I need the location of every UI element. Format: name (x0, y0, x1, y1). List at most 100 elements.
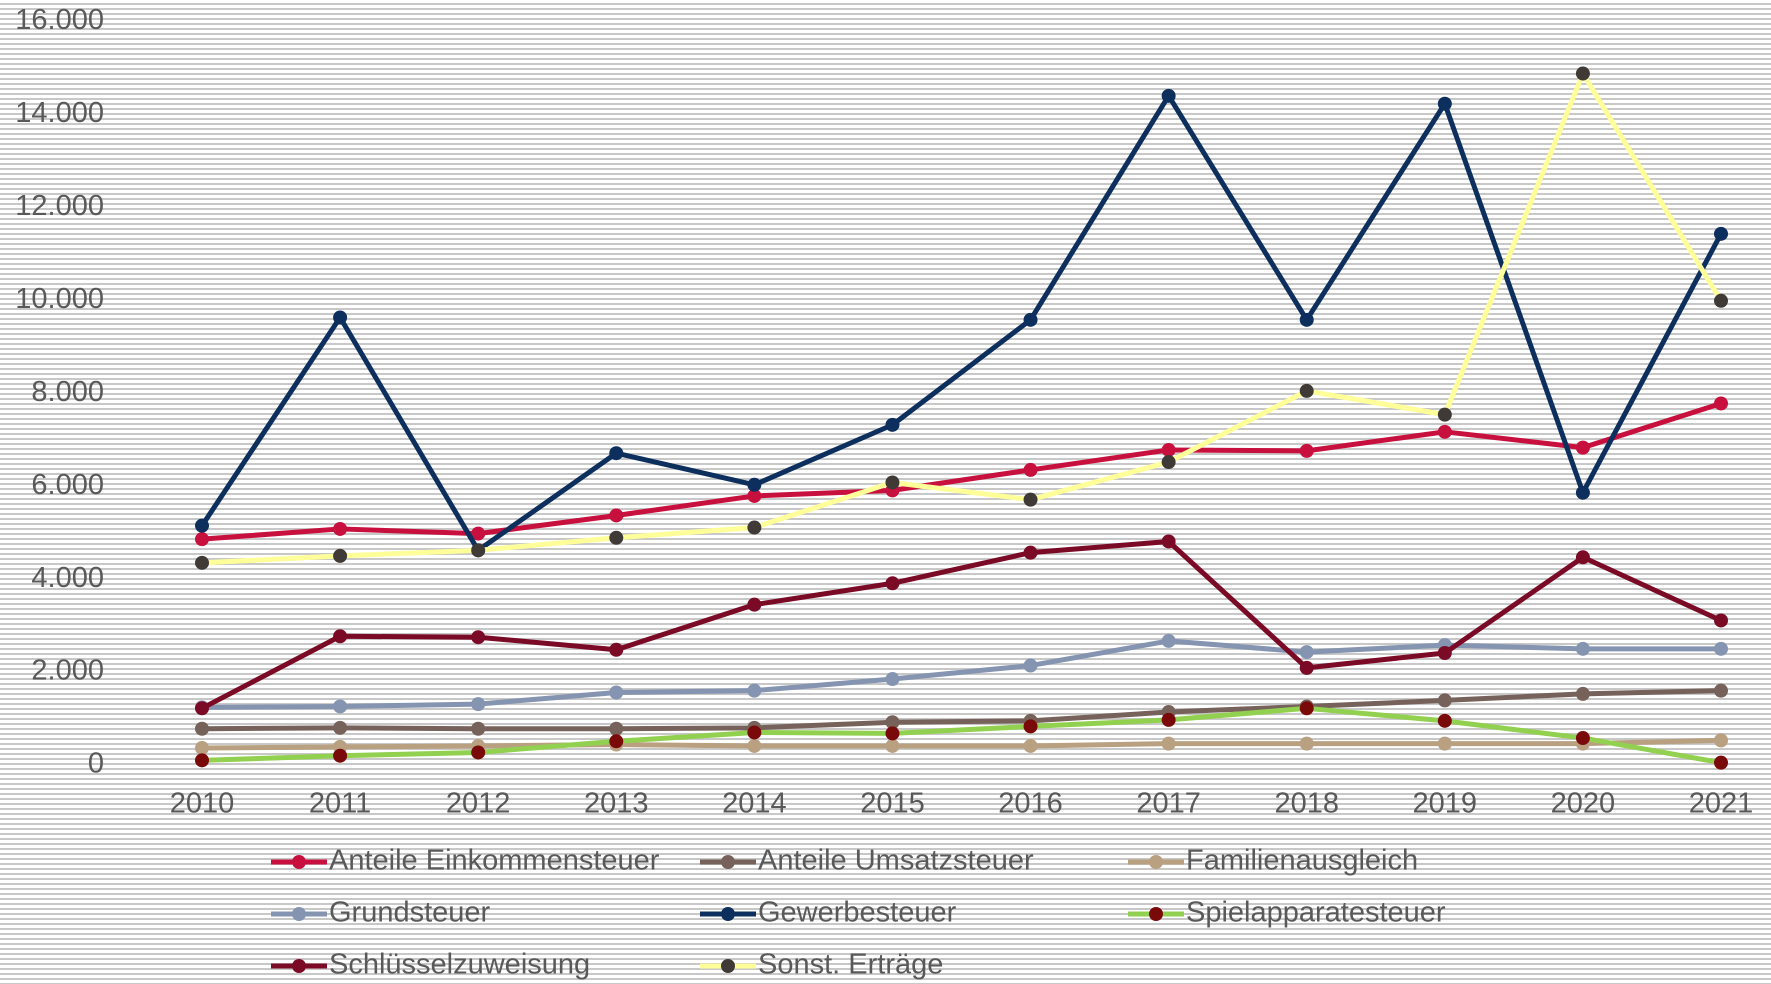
y-tick-label: 2.000 (31, 655, 104, 687)
point (1161, 88, 1176, 103)
point (1299, 645, 1314, 660)
y-tick-label: 8.000 (31, 376, 104, 408)
point (1299, 701, 1314, 716)
point (1161, 534, 1176, 549)
point (1714, 755, 1728, 770)
y-tick-label: 4.000 (31, 562, 104, 594)
series-line (201, 705, 1722, 766)
series-line (201, 71, 1724, 566)
y-tick-label: 12.000 (15, 190, 104, 222)
point (1299, 443, 1314, 458)
point (747, 520, 762, 535)
point (1023, 738, 1038, 753)
legend-marker (721, 907, 735, 921)
point (747, 683, 762, 698)
point (1575, 731, 1590, 746)
point (885, 715, 900, 730)
point (747, 488, 762, 503)
point (333, 748, 348, 763)
point (471, 526, 486, 541)
point (471, 697, 486, 712)
legend-marker (721, 855, 735, 869)
point (333, 548, 348, 563)
legend-marker (292, 855, 306, 869)
point (885, 672, 900, 687)
point (471, 543, 486, 558)
point (1575, 550, 1590, 565)
point (1023, 545, 1038, 560)
legend-label: Grundsteuer (329, 897, 491, 929)
legend-label: Anteile Umsatzsteuer (758, 845, 1034, 877)
point (1437, 736, 1452, 751)
point (1437, 713, 1452, 728)
point (1161, 442, 1176, 457)
point (1575, 641, 1590, 656)
point (1714, 226, 1728, 241)
x-tick-label: 2010 (170, 788, 235, 820)
point (609, 530, 624, 545)
point (333, 521, 348, 536)
point (747, 597, 762, 612)
point (333, 699, 348, 714)
point (1575, 686, 1590, 701)
x-tick-label: 2011 (309, 788, 371, 820)
legend-label: Sonst. Erträge (758, 949, 943, 981)
point (1714, 683, 1728, 698)
point (1161, 736, 1176, 751)
x-tick-label: 2019 (1413, 788, 1478, 820)
point (609, 642, 624, 657)
point (1023, 492, 1038, 507)
point (195, 701, 209, 716)
point (1437, 646, 1452, 661)
x-tick-label: 2013 (584, 788, 649, 820)
point (885, 417, 900, 432)
point (747, 738, 762, 753)
legend-marker (292, 959, 306, 973)
point (1299, 383, 1314, 398)
point (195, 555, 209, 570)
point (1437, 96, 1452, 111)
point (609, 446, 624, 461)
x-tick-label: 2017 (1136, 788, 1201, 820)
point (1575, 66, 1590, 81)
point (609, 508, 624, 523)
x-tick-label: 2018 (1274, 788, 1339, 820)
point (195, 532, 209, 547)
point (195, 721, 209, 736)
point (885, 576, 900, 591)
point (1575, 440, 1590, 455)
point (1714, 613, 1728, 628)
point (1299, 312, 1314, 327)
point (333, 629, 348, 644)
point (885, 726, 900, 741)
series-line (201, 737, 1722, 751)
point (1714, 641, 1728, 656)
point (1437, 693, 1452, 708)
x-tick-label: 2015 (860, 788, 925, 820)
point (1299, 660, 1314, 675)
x-tick-label: 2021 (1689, 788, 1754, 820)
point (1437, 407, 1452, 422)
x-tick-label: 2020 (1551, 788, 1616, 820)
y-tick-label: 16.000 (15, 4, 104, 36)
point (1575, 485, 1590, 500)
point (195, 518, 209, 533)
series-line (201, 401, 1722, 542)
point (195, 741, 209, 756)
point (1299, 736, 1314, 751)
legend-marker (1149, 855, 1163, 869)
point (333, 310, 348, 325)
point (333, 720, 348, 735)
point (1714, 396, 1728, 411)
point (1161, 633, 1176, 648)
series-line (199, 93, 1724, 553)
legend-marker (292, 907, 306, 921)
legend-marker (721, 959, 735, 973)
legend-label: Gewerbesteuer (758, 897, 957, 929)
point (1023, 719, 1038, 734)
point (609, 685, 624, 700)
point (471, 745, 486, 760)
series-line (200, 538, 1723, 711)
point (1023, 312, 1038, 327)
point (1023, 462, 1038, 477)
